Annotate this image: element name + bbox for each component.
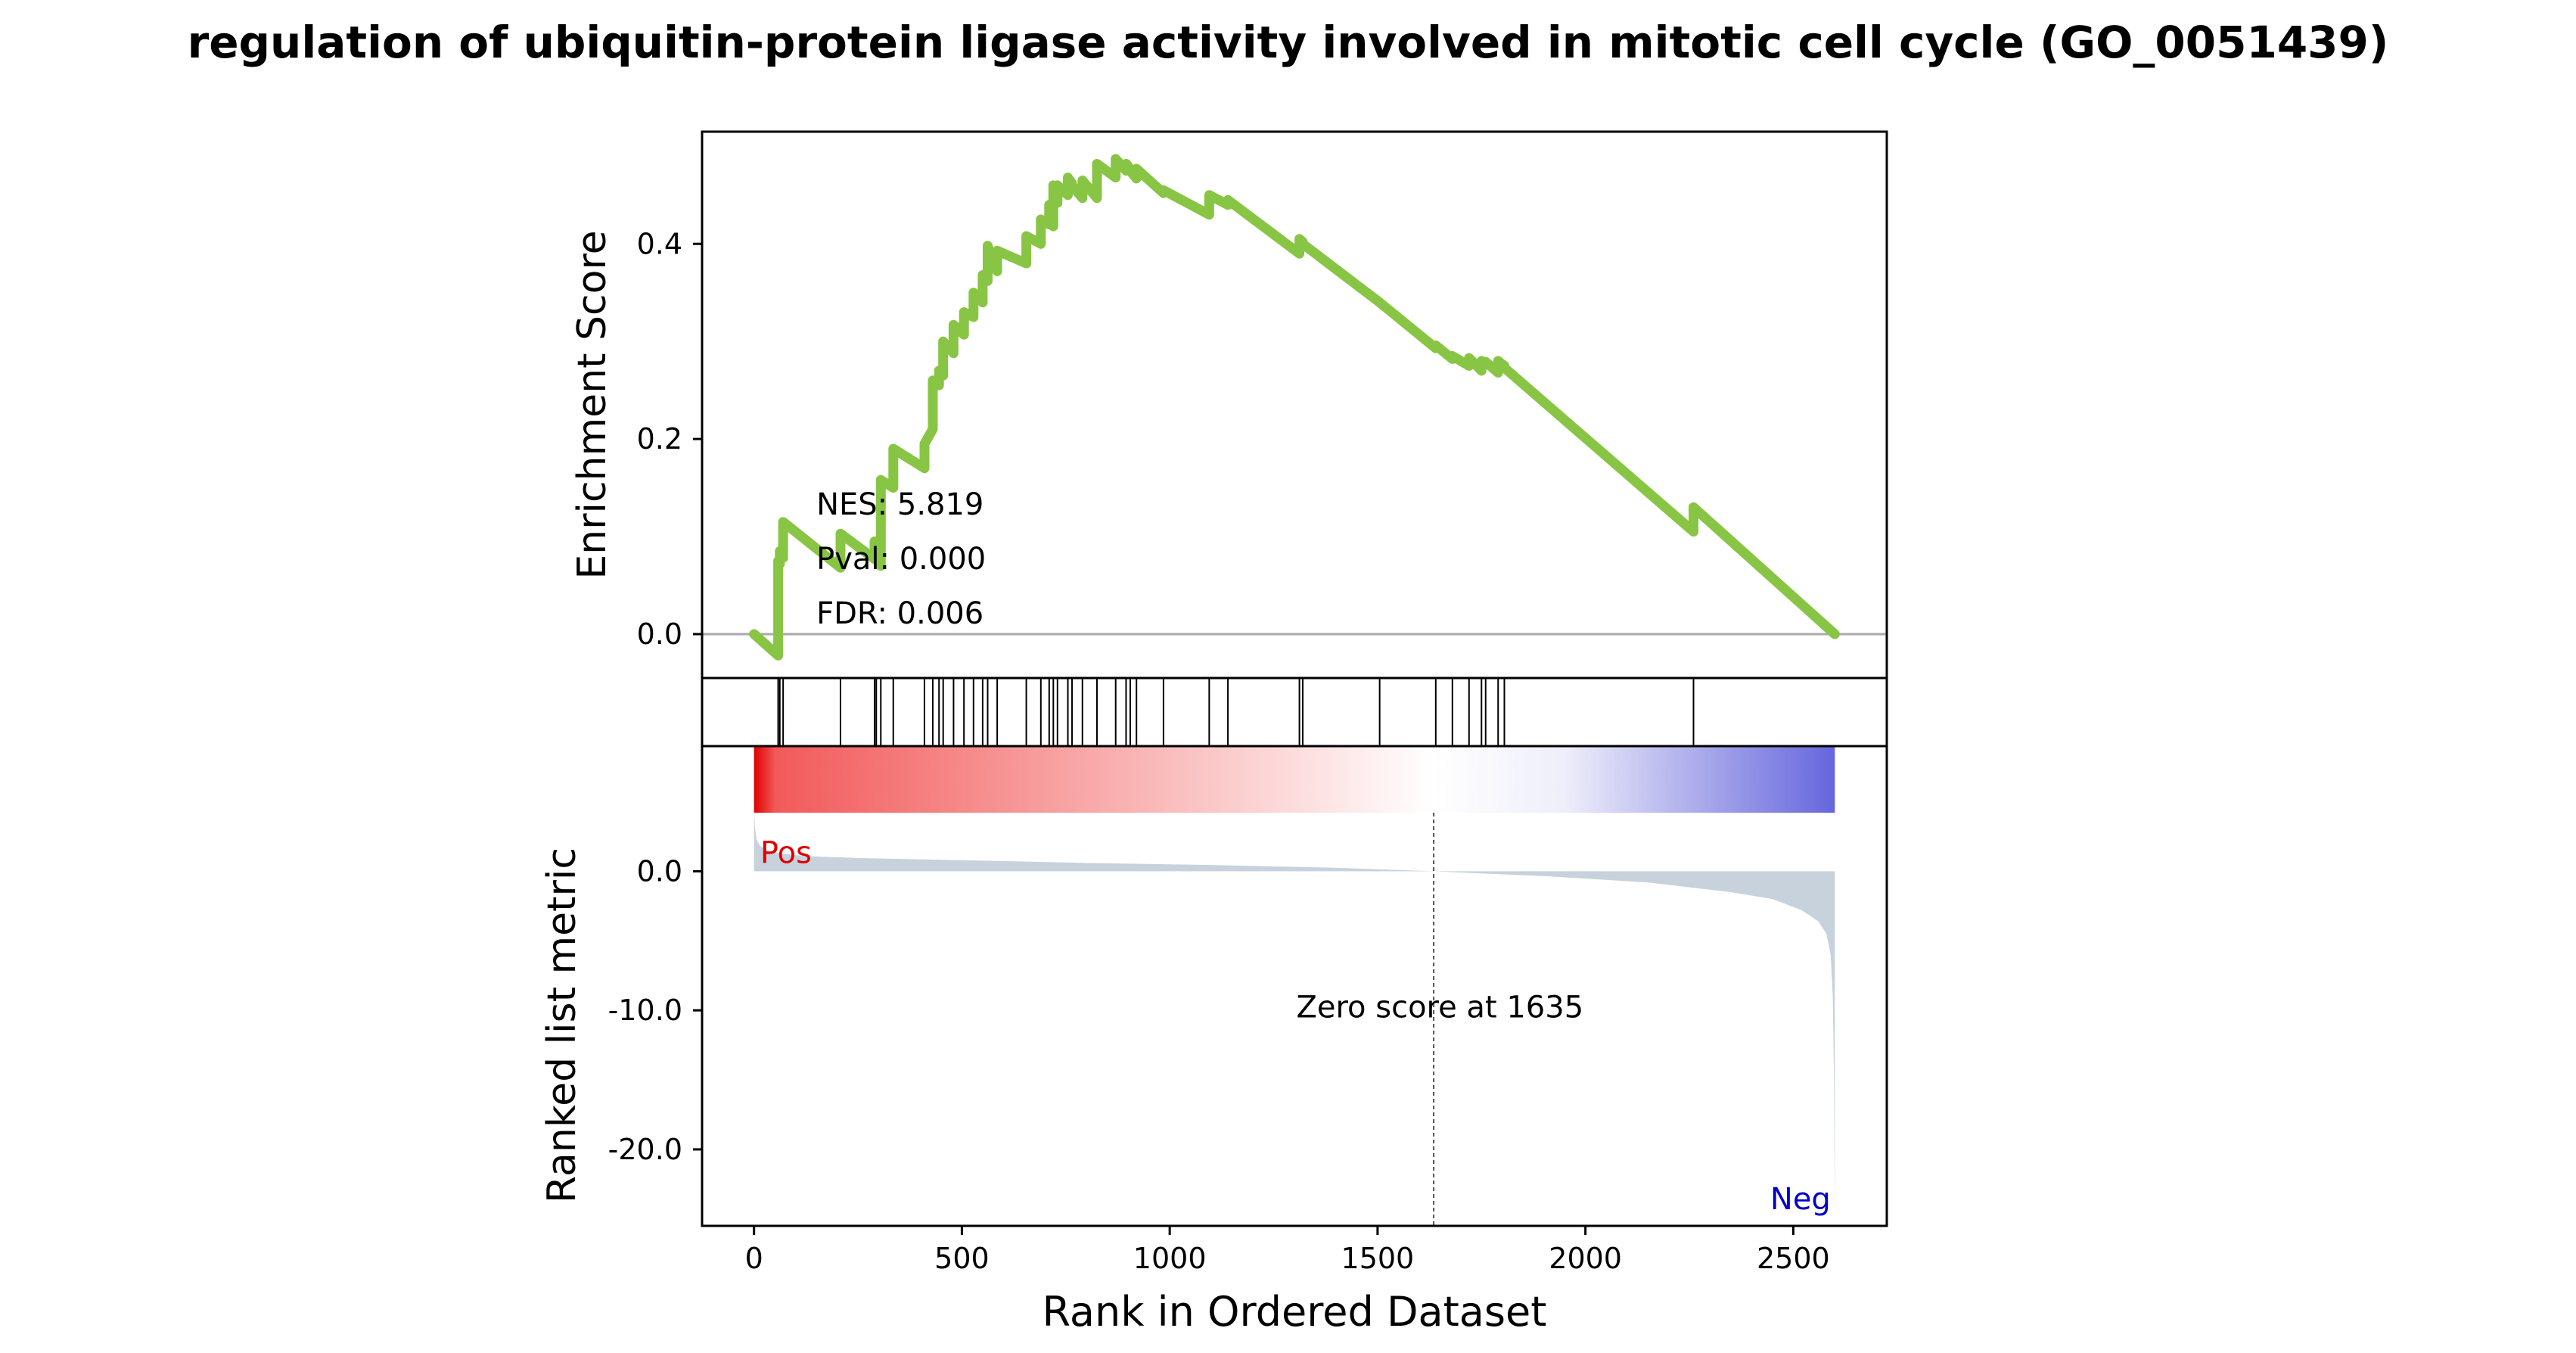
hits-panel [701, 676, 1888, 748]
metric-frame [701, 745, 1888, 1227]
x-tick-label: 1500 [1341, 1242, 1415, 1275]
x-axis-label: Rank in Ordered Dataset [1043, 1288, 1547, 1336]
x-tick-label: 2500 [1757, 1242, 1830, 1275]
gene-hit-markers [777, 678, 1695, 746]
enrichment-panel: NES: 5.819 Pval: 0.000 FDR: 0.006 0.0 0.2… [570, 130, 1888, 680]
fdr-stat: FDR: 0.006 [816, 596, 983, 631]
enrichment-y-ticks: 0.0 0.2 0.4 [637, 227, 702, 651]
metric-y-label: Ranked list metric [539, 848, 585, 1203]
rank-color-bar [754, 746, 1835, 813]
pval-stat: Pval: 0.000 [816, 542, 986, 577]
x-tick-label: 0 [745, 1242, 763, 1275]
y-tick-label: -20.0 [608, 1133, 682, 1166]
x-axis-ticks: 0 500 1000 1500 2000 2500 [745, 1226, 1830, 1275]
enrichment-y-label: Enrichment Score [570, 230, 615, 579]
nes-stat: NES: 5.819 [816, 487, 983, 522]
y-tick-label: 0.0 [637, 854, 682, 888]
x-tick-label: 1000 [1133, 1242, 1207, 1275]
ranked-metric-area [754, 808, 1835, 1219]
metric-y-ticks: 0.0 -10.0 -20.0 [608, 854, 702, 1166]
enrichment-score-line [749, 154, 1840, 661]
ranked-metric-panel: Zero score at 1635 Pos Neg 0.0 -10.0 -20.0… [539, 745, 1888, 1336]
y-tick-label: 0.4 [637, 227, 682, 260]
zero-score-label: Zero score at 1635 [1296, 990, 1583, 1025]
pos-label: Pos [760, 835, 812, 870]
y-tick-label: 0.2 [637, 422, 682, 456]
chart-title: regulation of ubiquitin-protein ligase a… [187, 17, 2389, 68]
x-tick-label: 2000 [1549, 1242, 1622, 1275]
x-tick-label: 500 [934, 1242, 990, 1275]
y-tick-label: -10.0 [608, 994, 682, 1027]
hits-frame [701, 676, 1888, 748]
y-tick-label: 0.0 [637, 617, 682, 651]
neg-label: Neg [1770, 1182, 1831, 1217]
